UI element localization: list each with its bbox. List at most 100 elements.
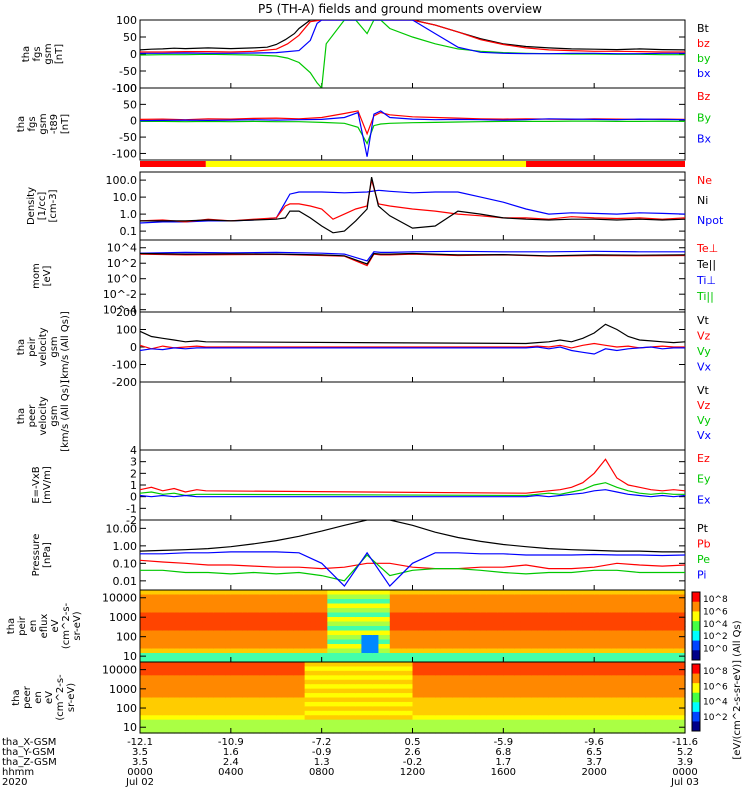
spectrogram-cell xyxy=(656,662,663,668)
spectrogram-cell xyxy=(520,603,527,609)
spectrogram-cell xyxy=(310,603,317,609)
spectrogram-cell xyxy=(372,679,380,685)
spectrogram-cell xyxy=(577,697,584,703)
spectrogram-cell xyxy=(389,617,397,623)
spectrogram-cell xyxy=(293,657,300,663)
y-tick-label: 1 xyxy=(130,479,137,492)
spectrogram-cell xyxy=(406,666,414,672)
spectrogram-cell xyxy=(168,603,175,609)
spectrogram-cell xyxy=(463,626,470,632)
spectrogram-cell xyxy=(151,693,158,699)
spectrogram-cell xyxy=(622,621,629,627)
spectrogram-cell xyxy=(367,710,374,716)
spectrogram-cell xyxy=(497,608,504,614)
spectrogram-cell xyxy=(208,670,215,676)
spectrogram-cell xyxy=(174,684,181,690)
panel-velocity-peer: tha peer velocity gsm [km/s (All Qs)] VtVzVyV… xyxy=(16,380,712,452)
spectrogram-cell xyxy=(491,675,499,681)
y-axis-label: tha xyxy=(11,689,22,705)
spectrogram-cell xyxy=(656,684,663,690)
spectrogram-cell xyxy=(565,648,573,654)
spectrogram-cell xyxy=(514,635,521,641)
spectrogram-cell xyxy=(327,697,334,703)
legend-entry: Te|| xyxy=(696,258,716,271)
spectrogram-cell xyxy=(440,688,448,694)
spectrogram-cell xyxy=(179,644,187,650)
colorbar-tick-label: 10^4 xyxy=(703,698,728,708)
spectrogram-cell xyxy=(367,728,374,734)
spectrogram-cell xyxy=(315,662,323,668)
spectrogram-cell xyxy=(673,710,680,716)
spectrogram-cell xyxy=(520,594,527,600)
spectrogram-cell xyxy=(367,603,374,609)
spectrogram-cell xyxy=(321,617,328,623)
spectrogram-cell xyxy=(560,612,567,618)
spectrogram-cell xyxy=(497,599,504,605)
spectrogram-cell xyxy=(333,697,340,703)
spectrogram-cell xyxy=(571,648,578,654)
spectrogram-cell xyxy=(162,701,169,707)
spectrogram-cell xyxy=(554,724,561,730)
spectrogram-cell xyxy=(372,701,380,707)
spectrogram-cell xyxy=(639,603,646,609)
spectrogram-cell xyxy=(679,724,686,730)
spectrogram-cell xyxy=(253,594,260,600)
spectrogram-cell xyxy=(531,612,538,618)
spectrogram-cell xyxy=(571,590,578,596)
spectrogram-cell xyxy=(298,621,306,627)
spectrogram-cell xyxy=(628,590,635,596)
panel-frame xyxy=(139,87,686,161)
spectrogram-cell xyxy=(185,666,192,672)
spectrogram-cell xyxy=(543,715,550,721)
spectrogram-cell xyxy=(474,590,482,596)
spectrogram-cell xyxy=(503,679,510,685)
spectrogram-cell xyxy=(469,599,476,605)
spectrogram-cell xyxy=(622,710,629,716)
y-axis-label: [cm-3] xyxy=(48,189,59,222)
spectrogram-cell xyxy=(486,590,493,596)
spectrogram-cell xyxy=(378,639,385,645)
spectrogram-cell xyxy=(140,621,147,627)
spectrogram-cell xyxy=(491,728,499,734)
spectrogram-cell xyxy=(225,693,232,699)
spectrogram-cell xyxy=(628,679,635,685)
spectrogram-cell xyxy=(616,594,624,600)
spectrogram-cell xyxy=(474,612,482,618)
spectrogram-cell xyxy=(327,715,334,721)
spectrogram-cell xyxy=(259,670,266,676)
y-tick-label: 0.10 xyxy=(113,557,138,570)
spectrogram-cell xyxy=(565,603,573,609)
spectrogram-cell xyxy=(253,706,260,712)
spectrogram-cell xyxy=(645,701,652,707)
spectrogram-cell xyxy=(378,653,385,659)
spectrogram-cell xyxy=(140,603,147,609)
spectrogram-cell xyxy=(333,684,340,690)
spectrogram-cell xyxy=(560,697,567,703)
spectrogram-cell xyxy=(384,697,391,703)
spectrogram-cell xyxy=(219,724,226,730)
spectrogram-cell xyxy=(185,630,192,636)
spectrogram-cell xyxy=(361,701,368,707)
spectrogram-cell xyxy=(622,617,629,623)
spectrogram-cell xyxy=(293,688,300,694)
spectrogram-cell xyxy=(605,715,612,721)
spectrogram-cell xyxy=(423,675,431,681)
spectrogram-cell xyxy=(247,728,255,734)
spectrogram-cell xyxy=(531,653,538,659)
spectrogram-cell xyxy=(520,715,527,721)
spectrogram-cell xyxy=(491,612,499,618)
spectrogram-cell xyxy=(293,617,300,623)
spectrogram-cell xyxy=(429,612,436,618)
spectrogram-cell xyxy=(310,684,317,690)
spectrogram-cell xyxy=(259,653,266,659)
spectrogram-cell xyxy=(656,710,663,716)
spectrogram-cell xyxy=(174,635,181,641)
spectrogram-cell xyxy=(531,715,538,721)
spectrogram-cell xyxy=(264,688,272,694)
spectrogram-cell xyxy=(310,617,317,623)
spectrogram-cell xyxy=(565,710,573,716)
spectrogram-cell xyxy=(497,612,504,618)
spectrogram-cell xyxy=(656,724,663,730)
spectrogram-cell xyxy=(321,684,328,690)
spectrogram-cell xyxy=(418,590,425,596)
